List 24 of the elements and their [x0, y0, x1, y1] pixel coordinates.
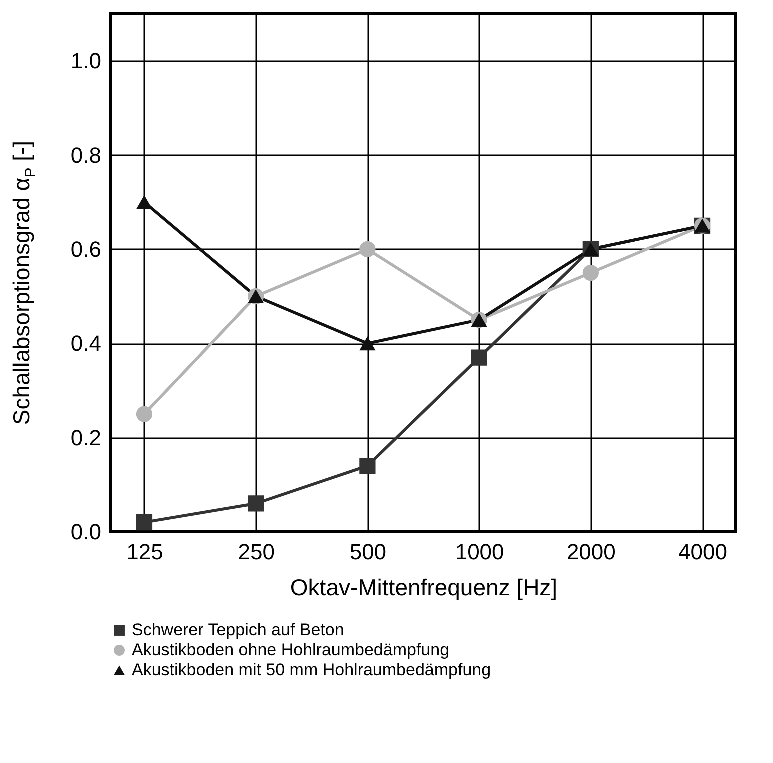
point [248, 496, 264, 512]
point [360, 336, 376, 351]
y-tick-label: 0.6 [70, 236, 102, 262]
y-tick-label: 0.8 [70, 142, 102, 168]
x-tick-label: 250 [238, 540, 275, 564]
x-tick-label: 2000 [566, 540, 616, 564]
x-tick-label: 500 [350, 540, 387, 564]
y-tick-label: 1.0 [70, 48, 102, 74]
point [360, 458, 376, 474]
point [360, 241, 376, 258]
legend-label: Akustikboden mit 50 mm Hohlraumbedämpfung [132, 660, 492, 680]
point [136, 406, 153, 422]
legend-label: Schwerer Teppich auf Beton [132, 620, 344, 640]
legend-label: Akustikboden ohne Hohlraumbedämpfung [132, 640, 450, 660]
point [136, 514, 153, 531]
point [471, 350, 488, 366]
x-tick-label: 125 [126, 540, 164, 564]
x-tick-label: 4000 [678, 540, 728, 564]
y-tick-label: 0.4 [70, 331, 102, 356]
x-tick-label: 1000 [455, 540, 504, 564]
x-axis-title: Oktav-Mittenfrequenz [Hz] [290, 574, 558, 600]
y-tick-label: 0.0 [70, 520, 102, 544]
y-tick-label: 0.2 [70, 425, 102, 450]
point [582, 264, 599, 282]
